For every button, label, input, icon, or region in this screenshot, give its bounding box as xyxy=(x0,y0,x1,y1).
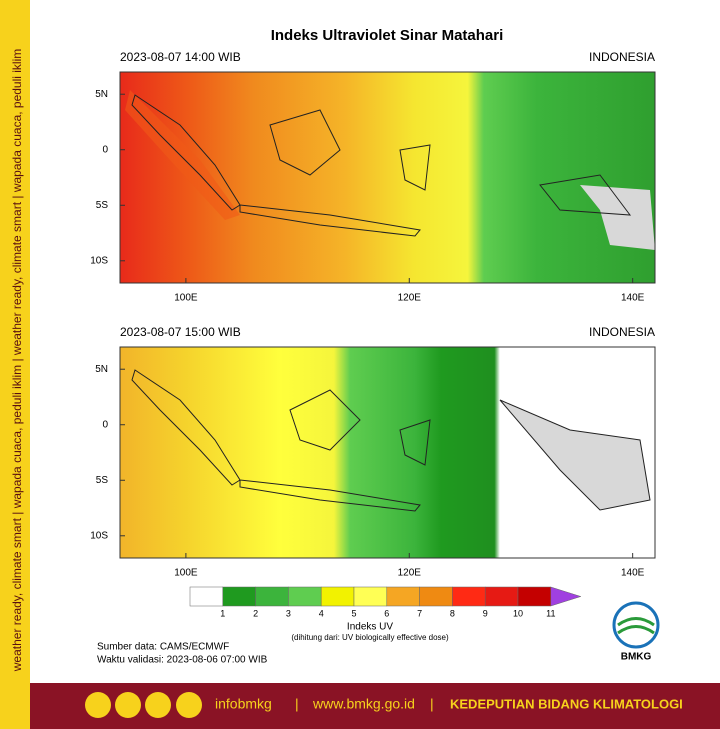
colorbar-box xyxy=(320,586,355,607)
footer-site: www.bmkg.go.id xyxy=(312,696,415,712)
colorbar-tick: 9 xyxy=(483,608,488,618)
colorbar-box xyxy=(386,586,420,607)
colorbar-tick: 4 xyxy=(319,608,324,618)
colorbar-box xyxy=(517,586,552,607)
x-tick-label: 140E xyxy=(621,293,645,304)
y-tick-label: 5S xyxy=(96,475,109,486)
colorbar-tick: 11 xyxy=(546,608,555,618)
sidebar-text: weather ready, climate smart | wapada cu… xyxy=(10,49,24,673)
bmkg-logo: BMKG xyxy=(612,601,660,663)
coastline xyxy=(131,94,632,237)
x-tick-label: 140E xyxy=(621,568,645,579)
colorbar-tick: 6 xyxy=(384,608,389,618)
panel-time: 2023-08-07 15:00 WIB xyxy=(120,325,241,339)
y-tick-label: 5N xyxy=(95,364,108,375)
y-tick-label: 0 xyxy=(102,144,108,155)
y-tick-label: 5S xyxy=(96,200,109,211)
x-tick-label: 120E xyxy=(398,568,422,579)
coastline xyxy=(131,369,651,512)
y-tick-label: 10S xyxy=(90,530,108,541)
source: Sumber data: CAMS/ECMWF xyxy=(97,642,229,653)
map-frame xyxy=(119,71,656,284)
footer-sep: | xyxy=(295,696,299,712)
y-tick-label: 0 xyxy=(102,419,108,430)
x-tick-label: 120E xyxy=(398,293,422,304)
colorbar-box xyxy=(288,586,322,607)
colorbar-tick: 5 xyxy=(351,608,356,618)
x-tick-label: 100E xyxy=(174,568,198,579)
footer-sep: | xyxy=(430,696,434,712)
panel-region: INDONESIA xyxy=(589,325,655,339)
map-frame xyxy=(119,346,656,559)
colorbar-box xyxy=(353,586,388,607)
colorbar-tick: 8 xyxy=(450,608,455,618)
colorbar-label: Indeks UV xyxy=(347,622,393,633)
footer-dept: KEDEPUTIAN BIDANG KLIMATOLOGI xyxy=(450,696,683,711)
colorbar-note: (dihitung dari: UV biologically effectiv… xyxy=(291,633,449,642)
papua-island xyxy=(500,400,650,510)
colorbar-tick: 7 xyxy=(417,608,422,618)
colorbar-box xyxy=(419,586,453,607)
papua-cloud xyxy=(580,185,655,250)
colorbar-tick: 10 xyxy=(513,608,523,618)
validity: Waktu validasi: 2023-08-06 07:00 WIB xyxy=(97,655,268,666)
colorbar-tick: 3 xyxy=(286,608,291,618)
colorbar-box xyxy=(484,586,519,607)
colorbar-box xyxy=(222,586,256,607)
map-panel: 2023-08-07 15:00 WIB INDONESIA xyxy=(119,325,656,559)
map-panel: 2023-08-07 14:00 WIB INDONESIA xyxy=(119,50,656,284)
x-tick-label: 100E xyxy=(174,293,198,304)
colorbar-arrow xyxy=(550,586,582,607)
social-icons xyxy=(85,692,202,718)
footer-handle: infobmkg xyxy=(215,696,272,712)
colorbar-tick: 2 xyxy=(253,608,258,618)
panel-region: INDONESIA xyxy=(589,50,655,64)
colorbar-box xyxy=(255,586,289,607)
colorbar-tick: 1 xyxy=(220,608,225,618)
panel-time: 2023-08-07 14:00 WIB xyxy=(120,50,241,64)
colorbar-box xyxy=(189,586,224,607)
y-tick-label: 10S xyxy=(90,255,108,266)
sidebar xyxy=(0,0,30,729)
logo-text: BMKG xyxy=(621,652,652,663)
y-tick-label: 5N xyxy=(95,89,108,100)
title: Indeks Ultraviolet Sinar Matahari xyxy=(271,27,504,44)
footer xyxy=(30,683,720,729)
colorbar-box xyxy=(452,586,486,607)
